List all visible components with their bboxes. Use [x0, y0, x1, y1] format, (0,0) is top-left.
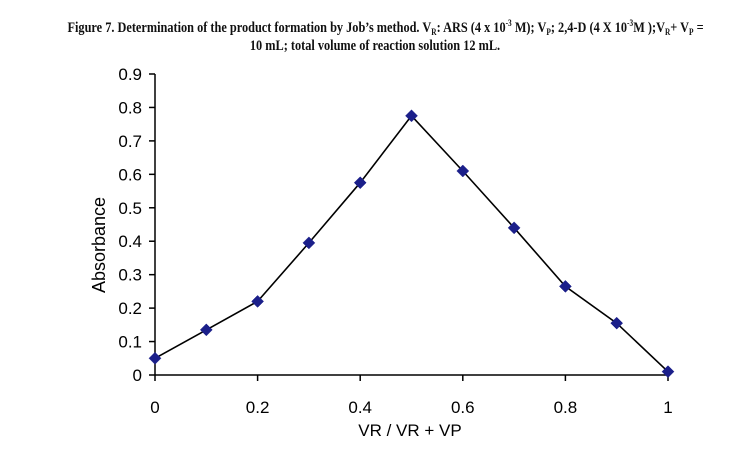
- caption-subscript: P: [689, 27, 694, 37]
- data-point-marker: [661, 365, 675, 379]
- data-point-marker: [353, 176, 367, 190]
- caption-text: =: [693, 20, 704, 36]
- series-line: [154, 114, 669, 373]
- plot-area: [148, 109, 675, 379]
- caption-text: M );V: [633, 20, 665, 36]
- data-point-marker: [302, 236, 316, 250]
- x-tick-label: 0.6: [451, 398, 475, 417]
- y-tick-label: 0.6: [118, 165, 142, 184]
- data-point-marker: [405, 109, 418, 123]
- y-tick-label: 0.7: [118, 132, 142, 151]
- y-tick-labels: 0 0.1 0.2 0.3 0.4 0.5 0.6 0.7 0.8 0.9: [118, 65, 142, 385]
- y-tick-label: 0.3: [118, 266, 142, 285]
- x-tick-label: 0.2: [246, 398, 270, 417]
- x-tick-label: 0.4: [348, 398, 372, 417]
- caption-text: Figure 7. Determination of the product f…: [67, 20, 432, 36]
- y-tick-label: 0.4: [118, 232, 142, 251]
- chart-axes: [149, 73, 669, 381]
- y-tick-label: 0: [133, 366, 142, 385]
- x-tick-label: 0.8: [554, 398, 578, 417]
- caption-superscript: -3: [505, 18, 512, 28]
- data-point-marker: [199, 323, 213, 337]
- caption-text: : ARS (4 x 10: [436, 20, 506, 36]
- y-tick-label: 0.5: [118, 199, 142, 218]
- caption-text: ; 2,4-D (4 X 10: [550, 20, 628, 36]
- figure-caption-line-2: 10 mL; total volume of reaction solution…: [249, 38, 501, 54]
- y-tick-label: 0.2: [118, 299, 142, 318]
- figure-caption-line-1: Figure 7. Determination of the product f…: [67, 14, 704, 41]
- y-tick-label: 0.9: [118, 65, 142, 84]
- data-point-marker: [610, 316, 624, 330]
- data-point-marker: [507, 221, 521, 235]
- x-tick-label: 0: [150, 398, 159, 417]
- data-point-marker: [559, 280, 572, 293]
- caption-superscript: -3: [627, 18, 634, 28]
- x-tick-labels: 0 0.2 0.4 0.6 0.8 1: [150, 398, 672, 417]
- caption-text: M); V: [511, 20, 547, 36]
- y-tick-label: 0.8: [118, 98, 142, 117]
- caption-subscript: P: [546, 27, 551, 37]
- caption-subscript: R: [431, 27, 437, 37]
- caption-text: + V: [670, 20, 690, 36]
- y-axis-label: Absorbance: [89, 197, 109, 293]
- caption-subscript: R: [664, 27, 671, 37]
- y-tick-label: 0.1: [118, 333, 142, 352]
- data-point-marker: [251, 295, 264, 308]
- data-point-marker: [456, 164, 470, 178]
- x-tick-label: 1: [663, 398, 672, 417]
- x-axis-label: VR / VR + VP: [358, 421, 461, 440]
- data-point-marker: [148, 351, 162, 365]
